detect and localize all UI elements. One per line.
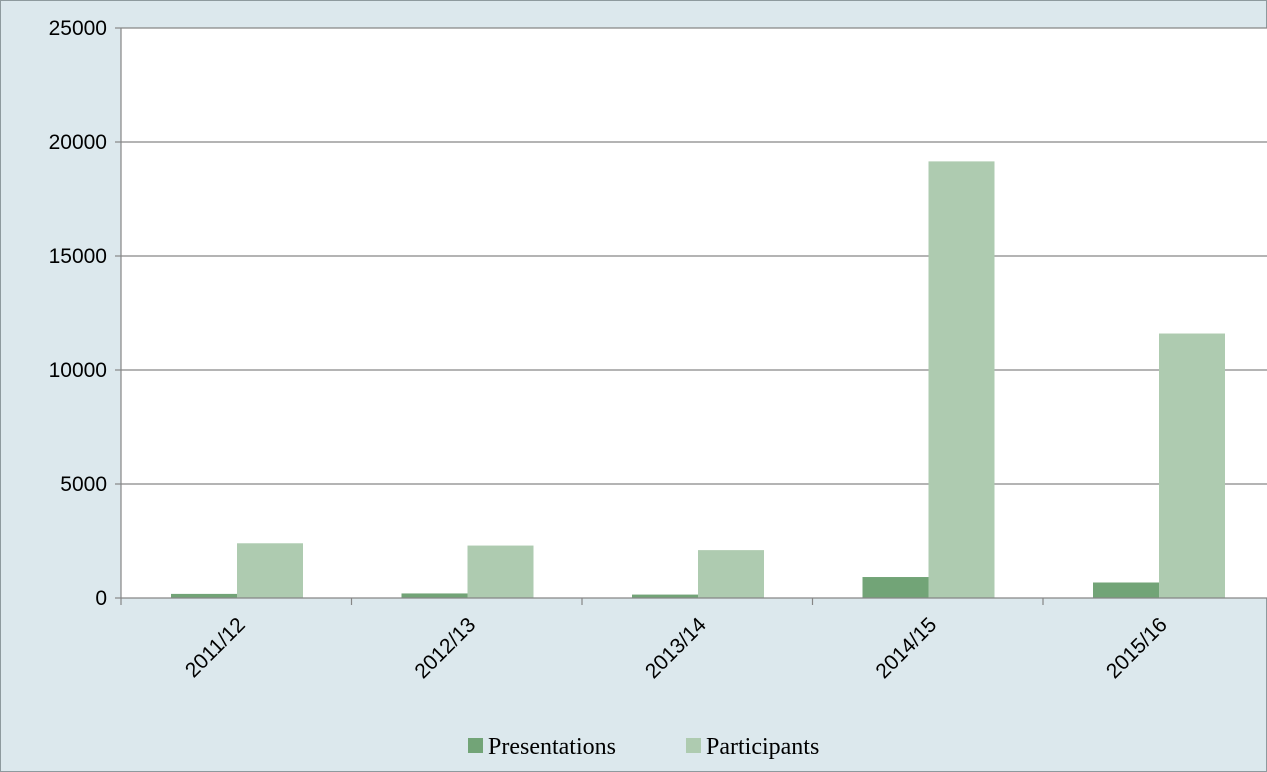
- legend: Presentations Participants: [468, 734, 819, 760]
- y-axis-tick-labels: 0 5000 10000 15000 20000 25000: [49, 17, 107, 610]
- bar-presentations-2015-16: [1093, 582, 1159, 598]
- y-tick-label: 10000: [49, 359, 107, 382]
- legend-swatch-participants: [686, 738, 701, 753]
- x-axis-tick-labels: 2011/12 2012/13 2013/14 2014/15 2015/16: [181, 613, 1172, 683]
- axes: [120, 28, 1267, 605]
- x-tick-label: 2014/15: [871, 613, 941, 683]
- legend-swatch-presentations: [468, 738, 483, 753]
- bar-presentations-2014-15: [862, 577, 929, 598]
- bar-presentations-2013-14: [632, 594, 698, 598]
- gridlines: [115, 27, 1267, 599]
- legend-label-participants: Participants: [706, 734, 819, 760]
- bars: [171, 161, 1225, 598]
- legend-label-presentations: Presentations: [488, 734, 616, 760]
- x-tick-label: 2012/13: [410, 613, 480, 683]
- bar-participants-2015-16: [1159, 333, 1225, 598]
- x-tick-label: 2011/12: [181, 613, 250, 682]
- x-tick-label: 2015/16: [1102, 613, 1172, 683]
- y-tick-label: 25000: [49, 17, 107, 40]
- y-tick-label: 15000: [49, 245, 107, 268]
- bar-participants-2014-15: [928, 161, 995, 598]
- bar-presentations-2012-13: [401, 593, 468, 598]
- bar-participants-2012-13: [467, 545, 534, 598]
- bar-presentations-2011-12: [171, 593, 237, 598]
- x-tick-label: 2013/14: [641, 613, 711, 683]
- y-tick-label: 5000: [60, 473, 107, 496]
- bar-participants-2011-12: [237, 543, 303, 598]
- bar-participants-2013-14: [698, 550, 764, 598]
- plot-area: [121, 28, 1267, 598]
- y-tick-label: 20000: [49, 131, 107, 154]
- y-tick-label: 0: [95, 587, 107, 610]
